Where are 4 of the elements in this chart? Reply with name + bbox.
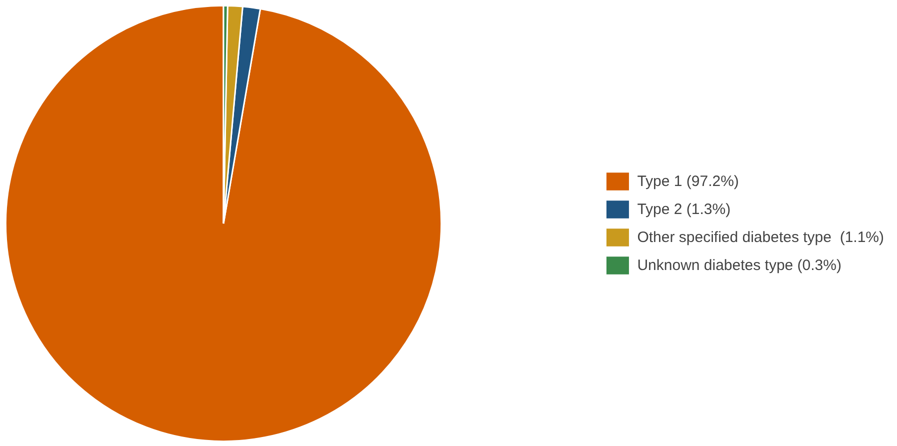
legend-label: Type 2 (1.3%) [637,200,731,218]
legend-label: Other specified diabetes type (1.1%) [637,228,884,246]
legend-label: Type 1 (97.2%) [637,172,739,190]
legend-label: Unknown diabetes type (0.3%) [637,256,842,274]
